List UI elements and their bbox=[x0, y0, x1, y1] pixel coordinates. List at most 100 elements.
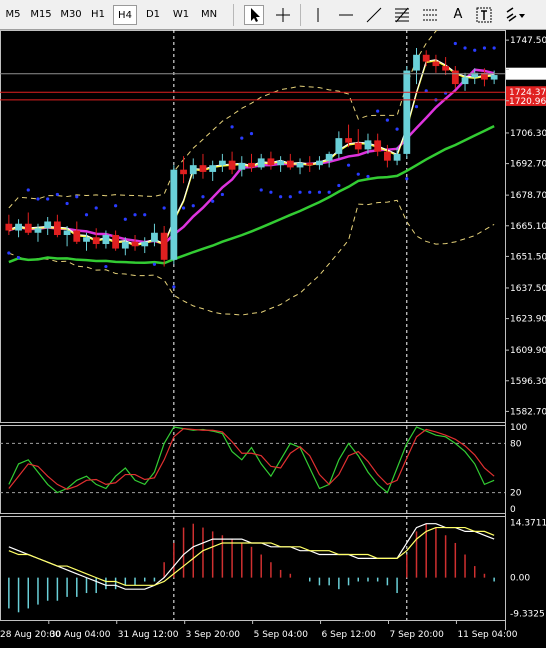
candle-body[interactable] bbox=[160, 232, 168, 260]
bid-price-tag bbox=[506, 94, 546, 106]
candle-body[interactable] bbox=[481, 72, 488, 80]
horizontal-line-icon[interactable] bbox=[336, 5, 356, 25]
candle-body[interactable] bbox=[413, 54, 420, 71]
candle-body[interactable] bbox=[92, 237, 100, 245]
sar-dot bbox=[26, 188, 30, 192]
candle-body[interactable] bbox=[189, 165, 197, 175]
bollinger-upper-line bbox=[8, 30, 438, 209]
ma-fast-line bbox=[8, 60, 495, 247]
candle-body[interactable] bbox=[248, 162, 255, 168]
candle-body[interactable] bbox=[238, 162, 246, 170]
crosshair-icon[interactable] bbox=[273, 5, 293, 25]
sar-dot bbox=[405, 177, 409, 181]
time-tick-label: 5 Sep 04:00 bbox=[254, 630, 309, 640]
price-tick-label: 1582.70 bbox=[510, 407, 546, 417]
price-axis: 1747.50 1706.30 1692.70 1678.70 1665.10 1651.… bbox=[505, 36, 546, 417]
candle-body[interactable] bbox=[286, 160, 294, 168]
sar-dot bbox=[463, 46, 467, 50]
candle-body[interactable] bbox=[83, 237, 90, 242]
timeframe-h1[interactable]: H1 bbox=[91, 9, 105, 20]
candle-body[interactable] bbox=[374, 140, 382, 152]
candle-body[interactable] bbox=[461, 77, 469, 85]
sar-dot bbox=[337, 183, 341, 188]
candle-body[interactable] bbox=[422, 54, 430, 62]
candle-body[interactable] bbox=[228, 160, 236, 170]
sar-dot bbox=[211, 199, 215, 203]
sar-dot bbox=[65, 201, 69, 206]
candle-body[interactable] bbox=[490, 75, 498, 80]
candle-body[interactable] bbox=[34, 228, 42, 233]
candle-body[interactable] bbox=[316, 160, 323, 166]
timeframe-m30[interactable]: M30 bbox=[60, 9, 82, 20]
toolbar-separator bbox=[233, 4, 234, 26]
candle-body[interactable] bbox=[24, 223, 32, 233]
shapes-icon[interactable] bbox=[503, 5, 525, 25]
candle-body[interactable] bbox=[325, 153, 333, 161]
candle-body[interactable] bbox=[44, 221, 52, 229]
candle-body[interactable] bbox=[112, 235, 120, 249]
current-price-label: 1732.60 bbox=[509, 70, 546, 80]
timeframe-h4[interactable]: H4 bbox=[113, 5, 137, 25]
chart-grid bbox=[0, 30, 506, 630]
price-tick-label: 1623.90 bbox=[510, 315, 546, 325]
candle-body[interactable] bbox=[335, 138, 343, 154]
sar-dot bbox=[298, 190, 302, 194]
candle-body[interactable] bbox=[63, 230, 71, 236]
candle-body[interactable] bbox=[442, 66, 450, 71]
candle-body[interactable] bbox=[306, 162, 314, 166]
candle-body[interactable] bbox=[180, 169, 187, 175]
price-tick-label: 1665.10 bbox=[510, 222, 546, 232]
candle-body[interactable] bbox=[403, 70, 411, 154]
candle-body[interactable] bbox=[345, 138, 352, 143]
candle-body[interactable] bbox=[73, 230, 81, 242]
candle-body[interactable] bbox=[5, 223, 13, 231]
candle-body[interactable] bbox=[296, 162, 304, 168]
candle-body[interactable] bbox=[131, 241, 139, 247]
price-tick-label: 1706.30 bbox=[510, 129, 546, 139]
time-tick-label: 28 Aug 20:00 bbox=[0, 630, 61, 640]
fibonacci-channel-icon[interactable] bbox=[420, 5, 440, 25]
candle-body[interactable] bbox=[451, 70, 459, 85]
candle-body[interactable] bbox=[209, 165, 217, 172]
price-tick-label: 1747.50 bbox=[510, 36, 546, 46]
candle-body[interactable] bbox=[383, 151, 391, 161]
candle-body[interactable] bbox=[257, 158, 265, 168]
candle-body[interactable] bbox=[199, 165, 207, 172]
stoch-level-label: 80 bbox=[510, 439, 522, 449]
candle-body[interactable] bbox=[151, 232, 158, 242]
candle-body[interactable] bbox=[364, 140, 372, 150]
trendline-icon[interactable] bbox=[364, 5, 384, 25]
candle-body[interactable] bbox=[53, 221, 61, 236]
text-icon[interactable]: A bbox=[453, 7, 463, 22]
candle-body[interactable] bbox=[218, 160, 226, 166]
candle-body[interactable] bbox=[141, 241, 149, 247]
candle-body[interactable] bbox=[432, 61, 440, 67]
candle-body[interactable] bbox=[102, 235, 110, 245]
fibonacci-icon[interactable] bbox=[392, 5, 412, 25]
candle-body[interactable] bbox=[267, 158, 275, 166]
timeframe-w1[interactable]: W1 bbox=[172, 9, 190, 20]
main-indicators bbox=[7, 30, 496, 316]
candle-body[interactable] bbox=[121, 241, 129, 249]
text-label-icon[interactable] bbox=[474, 5, 494, 25]
candle-body[interactable] bbox=[354, 142, 362, 150]
timeframe-d1[interactable]: D1 bbox=[145, 9, 161, 20]
sar-dot bbox=[36, 197, 40, 201]
timeframe-m5[interactable]: M5 bbox=[5, 9, 21, 20]
sar-dot bbox=[279, 195, 283, 199]
candle-body[interactable] bbox=[15, 223, 22, 231]
sar-dot bbox=[492, 46, 496, 50]
cursor-icon[interactable] bbox=[244, 5, 264, 25]
candle-body[interactable] bbox=[170, 169, 178, 260]
candle-body[interactable] bbox=[393, 153, 401, 161]
stoch-level-label: 100 bbox=[510, 423, 527, 433]
ma-slow-line bbox=[8, 124, 495, 265]
timeframe-mn[interactable]: MN bbox=[200, 9, 218, 20]
macd-panel: 14.3711 0.00 -9.3325 bbox=[8, 518, 546, 620]
timeframe-m15[interactable]: M15 bbox=[30, 9, 52, 20]
candle-body[interactable] bbox=[471, 72, 479, 78]
vertical-line-icon[interactable] bbox=[308, 5, 328, 25]
sar-dot bbox=[162, 206, 166, 210]
candle-body[interactable] bbox=[277, 160, 285, 166]
